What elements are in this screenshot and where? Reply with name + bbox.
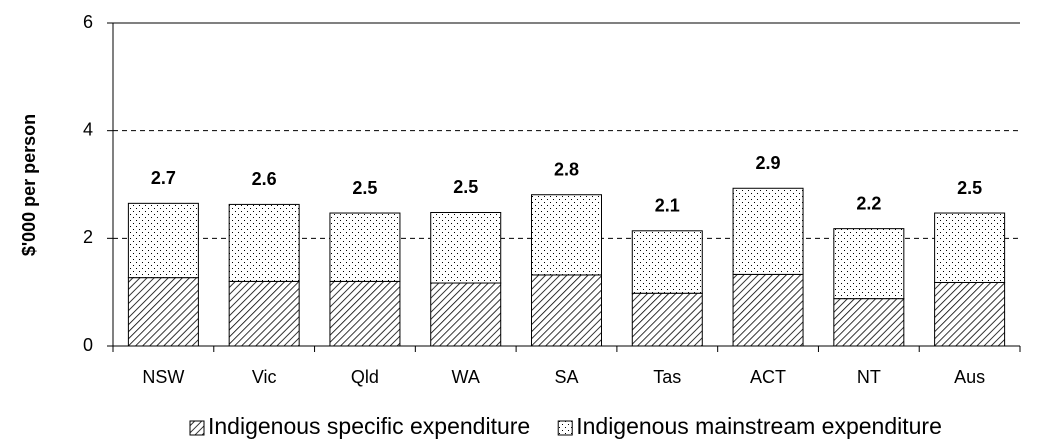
total-label: 2.1 bbox=[655, 196, 680, 216]
legend-swatch bbox=[189, 420, 205, 436]
legend-label: Indigenous specific expenditure bbox=[208, 413, 530, 439]
bar-segment bbox=[228, 203, 300, 282]
bar-segment bbox=[934, 212, 1006, 283]
x-tick-label: Vic bbox=[252, 367, 277, 387]
bar-segment bbox=[833, 298, 905, 347]
bar-segment bbox=[329, 212, 401, 282]
bar-segment bbox=[934, 281, 1006, 347]
legend-label: Indigenous mainstream expenditure bbox=[576, 413, 942, 439]
y-tick-label: 4 bbox=[83, 119, 93, 139]
total-label: 2.5 bbox=[352, 178, 377, 198]
total-label: 2.7 bbox=[151, 168, 176, 188]
bar-segment bbox=[430, 282, 502, 347]
y-tick-label: 0 bbox=[83, 335, 93, 355]
bar-segment bbox=[833, 228, 905, 300]
x-tick-label: WA bbox=[452, 367, 480, 387]
bar-segment bbox=[732, 273, 804, 347]
x-tick-label: SA bbox=[554, 367, 578, 387]
x-tick-label: Qld bbox=[351, 367, 379, 387]
bar-segment bbox=[430, 211, 502, 284]
total-label: 2.2 bbox=[856, 193, 881, 213]
x-tick-label: ACT bbox=[750, 367, 786, 387]
y-axis-label: $'000 per person bbox=[19, 114, 39, 256]
total-label: 2.5 bbox=[453, 177, 478, 197]
bar-segment bbox=[631, 292, 703, 347]
bar-segment bbox=[329, 280, 401, 347]
y-tick-label: 2 bbox=[83, 227, 93, 247]
x-tick-label: NSW bbox=[142, 367, 184, 387]
total-label: 2.5 bbox=[957, 178, 982, 198]
x-tick-label: Aus bbox=[954, 367, 985, 387]
x-tick-label: NT bbox=[857, 367, 881, 387]
total-label: 2.6 bbox=[252, 169, 277, 189]
bar-segment bbox=[531, 194, 602, 276]
y-tick-label: 6 bbox=[83, 12, 93, 32]
bar-segment bbox=[228, 280, 300, 347]
x-tick-label: Tas bbox=[653, 367, 681, 387]
bar-segment bbox=[531, 274, 602, 347]
total-label: 2.8 bbox=[554, 159, 579, 179]
bar-segment bbox=[127, 277, 199, 347]
bar-segment bbox=[732, 187, 804, 275]
bar-segment bbox=[631, 230, 703, 294]
legend-swatch bbox=[557, 420, 573, 436]
total-label: 2.9 bbox=[756, 153, 781, 173]
bar-segment bbox=[127, 202, 199, 279]
